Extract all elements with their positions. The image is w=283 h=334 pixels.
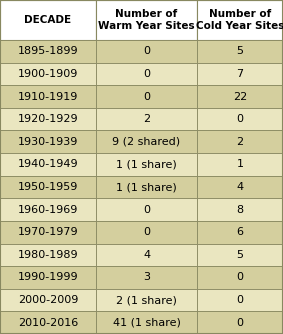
Bar [96,266,197,289]
Bar [96,40,197,62]
Bar [197,266,283,289]
Bar [0,221,96,243]
Bar [197,153,283,176]
Text: 1895-1899: 1895-1899 [18,46,78,56]
Bar [96,243,197,266]
Text: 1990-1999: 1990-1999 [18,273,78,283]
Bar [197,108,283,131]
Bar [96,108,197,131]
Text: 1: 1 [237,159,243,169]
Text: 2: 2 [143,114,150,124]
Bar [96,311,197,334]
Bar [96,153,197,176]
Bar [197,311,283,334]
Bar [0,131,96,153]
Bar [0,243,96,266]
Text: 1970-1979: 1970-1979 [18,227,78,237]
Text: 2010-2016: 2010-2016 [18,318,78,328]
Bar [0,289,96,311]
Bar [0,40,96,62]
Bar [197,176,283,198]
Bar [0,311,96,334]
Text: 22: 22 [233,92,247,102]
Text: 3: 3 [143,273,150,283]
Text: 1980-1989: 1980-1989 [18,250,78,260]
Bar [197,198,283,221]
Bar [96,176,197,198]
Text: 9 (2 shared): 9 (2 shared) [112,137,181,147]
Bar [197,62,283,85]
Text: 0: 0 [237,114,243,124]
Bar [96,131,197,153]
Text: 0: 0 [237,273,243,283]
Text: 5: 5 [237,46,243,56]
Bar [0,108,96,131]
Bar [96,289,197,311]
Text: 0: 0 [143,227,150,237]
Bar [96,221,197,243]
Text: 41 (1 share): 41 (1 share) [113,318,181,328]
Text: 8: 8 [236,205,244,215]
Text: 4: 4 [143,250,150,260]
Text: 0: 0 [143,205,150,215]
Bar [0,62,96,85]
Text: 5: 5 [237,250,243,260]
Bar [197,0,283,40]
Text: 1900-1909: 1900-1909 [18,69,78,79]
Bar [0,176,96,198]
Text: Number of
Warm Year Sites: Number of Warm Year Sites [98,9,195,31]
Text: 1950-1959: 1950-1959 [18,182,78,192]
Text: 2000-2009: 2000-2009 [18,295,78,305]
Bar [96,85,197,108]
Text: 2: 2 [236,137,244,147]
Bar [197,131,283,153]
Bar [0,85,96,108]
Text: 2 (1 share): 2 (1 share) [116,295,177,305]
Bar [197,85,283,108]
Bar [197,289,283,311]
Text: 1930-1939: 1930-1939 [18,137,78,147]
Text: 7: 7 [236,69,244,79]
Bar [197,221,283,243]
Text: 0: 0 [143,92,150,102]
Text: Number of
Cold Year Sites: Number of Cold Year Sites [196,9,283,31]
Bar [0,153,96,176]
Bar [96,0,197,40]
Bar [197,40,283,62]
Text: DECADE: DECADE [24,15,72,25]
Text: 0: 0 [237,318,243,328]
Text: 1940-1949: 1940-1949 [18,159,78,169]
Bar [0,198,96,221]
Text: 1910-1919: 1910-1919 [18,92,78,102]
Text: 0: 0 [237,295,243,305]
Bar [197,243,283,266]
Text: 1 (1 share): 1 (1 share) [116,159,177,169]
Text: 4: 4 [236,182,244,192]
Bar [0,266,96,289]
Text: 1920-1929: 1920-1929 [18,114,78,124]
Text: 0: 0 [143,46,150,56]
Text: 0: 0 [143,69,150,79]
Text: 6: 6 [237,227,243,237]
Bar [96,198,197,221]
Text: 1 (1 share): 1 (1 share) [116,182,177,192]
Bar [96,62,197,85]
Text: 1960-1969: 1960-1969 [18,205,78,215]
Bar [0,0,96,40]
